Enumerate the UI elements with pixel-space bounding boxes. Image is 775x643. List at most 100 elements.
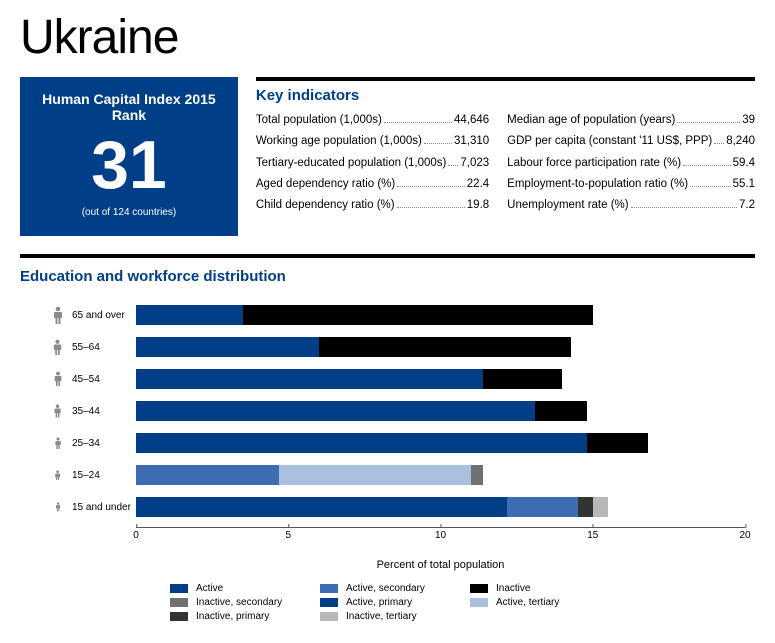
bar-segment bbox=[136, 369, 483, 389]
bar-segment bbox=[587, 433, 648, 453]
legend-label: Inactive, primary bbox=[196, 611, 269, 622]
bar-label: 15–24 bbox=[66, 470, 136, 481]
person-icon bbox=[50, 404, 66, 418]
rank-value: 31 bbox=[38, 131, 220, 199]
bar-segment bbox=[471, 465, 483, 485]
indicator-value: 19.8 bbox=[467, 197, 489, 214]
legend-label: Active, tertiary bbox=[496, 597, 559, 608]
legend-swatch bbox=[170, 584, 188, 593]
bar-segment bbox=[136, 337, 319, 357]
indicator-label: Tertiary-educated population (1,000s) bbox=[256, 155, 447, 172]
bar-row: 25–34 bbox=[50, 431, 745, 455]
indicator-row: Aged dependency ratio (%) 22.4 bbox=[256, 176, 489, 193]
legend-swatch bbox=[470, 598, 488, 607]
indicator-value: 59.4 bbox=[733, 155, 755, 172]
tick: 5 bbox=[285, 530, 291, 541]
bar-segment bbox=[243, 305, 593, 325]
legend: Active Active, secondary Inactive Inactive,… bbox=[170, 583, 745, 625]
page-title: Ukraine bbox=[20, 10, 755, 65]
bar-label: 15 and under bbox=[66, 502, 136, 513]
person-icon bbox=[50, 306, 66, 324]
bar-track bbox=[136, 337, 745, 357]
person-icon bbox=[50, 339, 66, 356]
bar-track bbox=[136, 305, 745, 325]
legend-swatch bbox=[170, 612, 188, 621]
indicator-label: Child dependency ratio (%) bbox=[256, 197, 395, 214]
rank-label: Human Capital Index 2015 Rank bbox=[38, 91, 220, 123]
tick: 10 bbox=[435, 530, 446, 541]
legend-swatch bbox=[170, 598, 188, 607]
indicator-label: Total population (1,000s) bbox=[256, 112, 382, 129]
key-indicators: Key indicators Total population (1,000s)… bbox=[256, 77, 755, 236]
rank-sub: (out of 124 countries) bbox=[38, 207, 220, 218]
indicator-value: 31,310 bbox=[454, 133, 489, 150]
bar-segment bbox=[136, 305, 243, 325]
bar-segment bbox=[136, 465, 279, 485]
person-icon bbox=[50, 371, 66, 386]
x-axis: 05101520 bbox=[136, 527, 745, 541]
indicator-label: Median age of population (years) bbox=[507, 112, 675, 129]
legend-swatch bbox=[470, 584, 488, 593]
bar-track bbox=[136, 369, 745, 389]
chart: 65 and over 55–64 45–54 35–44 25–34 15–24 15 a… bbox=[20, 303, 755, 625]
bar-track bbox=[136, 497, 745, 517]
person-icon bbox=[50, 470, 66, 481]
bar-label: 65 and over bbox=[66, 310, 136, 321]
bar-segment bbox=[136, 497, 507, 517]
indicator-value: 7.2 bbox=[739, 197, 755, 214]
indicator-row: Median age of population (years)39 bbox=[507, 112, 755, 129]
legend-item: Active bbox=[170, 583, 320, 594]
legend-swatch bbox=[320, 612, 338, 621]
tick: 15 bbox=[587, 530, 598, 541]
indicator-label: Unemployment rate (%) bbox=[507, 197, 628, 214]
bar-segment bbox=[535, 401, 587, 421]
legend-label: Active, secondary bbox=[346, 583, 425, 594]
legend-swatch bbox=[320, 584, 338, 593]
x-axis-label: Percent of total population bbox=[136, 559, 745, 571]
legend-item: Active, secondary bbox=[320, 583, 470, 594]
divider bbox=[20, 254, 755, 258]
legend-swatch bbox=[320, 598, 338, 607]
indicator-value: 22.4 bbox=[467, 176, 489, 193]
bar-segment bbox=[578, 497, 593, 517]
legend-label: Inactive, tertiary bbox=[346, 611, 417, 622]
indicator-label: Labour force participation rate (%) bbox=[507, 155, 681, 172]
bar-track bbox=[136, 433, 745, 453]
key-title: Key indicators bbox=[256, 87, 755, 104]
indicator-value: 44,646 bbox=[454, 112, 489, 129]
bar-label: 55–64 bbox=[66, 342, 136, 353]
bar-row: 65 and over bbox=[50, 303, 745, 327]
bar-row: 45–54 bbox=[50, 367, 745, 391]
indicator-value: 8,240 bbox=[726, 133, 755, 150]
bar-track bbox=[136, 465, 745, 485]
indicator-row: GDP per capita (constant '11 US$, PPP)8,… bbox=[507, 133, 755, 150]
bar-label: 35–44 bbox=[66, 406, 136, 417]
legend-label: Active bbox=[196, 583, 223, 594]
tick: 20 bbox=[739, 530, 750, 541]
bar-track bbox=[136, 401, 745, 421]
bar-label: 25–34 bbox=[66, 438, 136, 449]
bar-row: 15 and under bbox=[50, 495, 745, 519]
indicator-row: Child dependency ratio (%) 19.8 bbox=[256, 197, 489, 214]
bar-segment bbox=[593, 497, 608, 517]
indicator-row: Employment-to-population ratio (%) 55.1 bbox=[507, 176, 755, 193]
indicator-row: Tertiary-educated population (1,000s) 7,0… bbox=[256, 155, 489, 172]
indicator-label: Aged dependency ratio (%) bbox=[256, 176, 395, 193]
indicator-label: Employment-to-population ratio (%) bbox=[507, 176, 688, 193]
indicator-value: 55.1 bbox=[733, 176, 755, 193]
bar-segment bbox=[279, 465, 471, 485]
bar-segment bbox=[319, 337, 572, 357]
legend-label: Active, primary bbox=[346, 597, 412, 608]
indicator-row: Unemployment rate (%) 7.2 bbox=[507, 197, 755, 214]
indicator-label: Working age population (1,000s) bbox=[256, 133, 422, 150]
indicator-value: 7,023 bbox=[460, 155, 489, 172]
bar-segment bbox=[136, 433, 587, 453]
legend-item: Inactive, tertiary bbox=[320, 611, 470, 622]
bar-row: 55–64 bbox=[50, 335, 745, 359]
bar-segment bbox=[483, 369, 562, 389]
indicator-row: Working age population (1,000s) 31,310 bbox=[256, 133, 489, 150]
bar-segment bbox=[136, 401, 535, 421]
legend-label: Inactive bbox=[496, 583, 530, 594]
indicator-row: Labour force participation rate (%) 59.4 bbox=[507, 155, 755, 172]
bar-segment bbox=[507, 497, 577, 517]
